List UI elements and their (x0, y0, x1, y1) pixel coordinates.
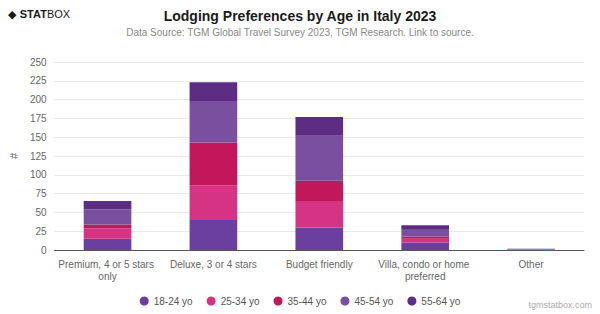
svg-text:STAT: STAT (20, 8, 47, 20)
svg-text:35-44 yo: 35-44 yo (288, 296, 327, 307)
svg-text:25-34 yo: 25-34 yo (221, 296, 260, 307)
svg-text:0: 0 (41, 245, 47, 256)
svg-text:25: 25 (35, 226, 47, 237)
svg-text:75: 75 (35, 188, 47, 199)
svg-text:100: 100 (30, 169, 47, 180)
svg-text:Deluxe, 3 or 4 stars: Deluxe, 3 or 4 stars (170, 259, 257, 270)
svg-text:125: 125 (30, 151, 47, 162)
svg-text:18-24 yo: 18-24 yo (154, 296, 193, 307)
svg-text:150: 150 (30, 132, 47, 143)
svg-text:tgmstatbox.com: tgmstatbox.com (528, 300, 592, 310)
svg-text:200: 200 (30, 94, 47, 105)
svg-text:only: only (98, 271, 116, 282)
svg-text:BOX: BOX (47, 8, 71, 20)
svg-text:Villa, condo or home: Villa, condo or home (378, 259, 472, 270)
svg-text:Other: Other (519, 259, 545, 270)
svg-text:Data Source: TGM Global Travel: Data Source: TGM Global Travel Survey 20… (126, 27, 474, 38)
svg-text:55-64 yo: 55-64 yo (421, 296, 460, 307)
svg-text:Budget friendly: Budget friendly (286, 259, 353, 270)
svg-text:45-54 yo: 45-54 yo (354, 296, 393, 307)
svg-text:225: 225 (30, 75, 47, 86)
svg-text:250: 250 (30, 57, 47, 68)
svg-text:50: 50 (35, 207, 47, 218)
svg-text:#: # (8, 152, 20, 159)
svg-text:preferred: preferred (405, 271, 446, 282)
svg-text:Lodging Preferences by Age in: Lodging Preferences by Age in Italy 2023 (164, 8, 437, 24)
svg-text:Premium, 4 or 5 stars: Premium, 4 or 5 stars (58, 259, 156, 270)
svg-text:175: 175 (30, 113, 47, 124)
